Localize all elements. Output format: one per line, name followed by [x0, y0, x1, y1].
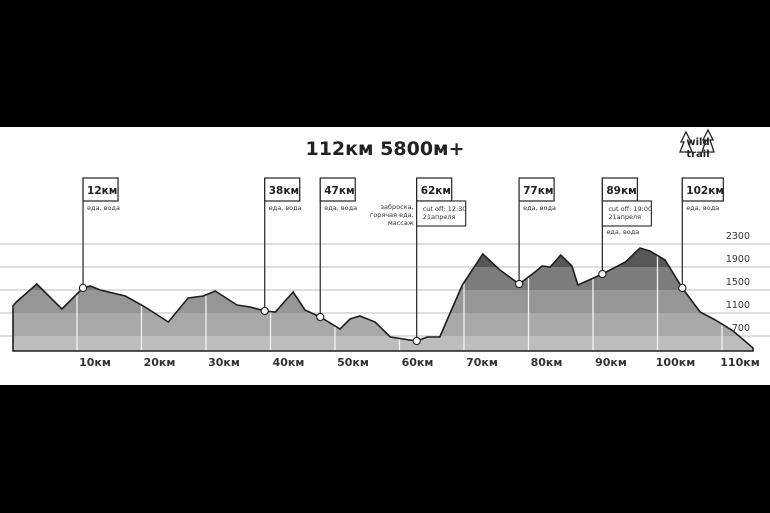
elevation-profile-line	[12, 247, 754, 352]
marker-km-label: 62км	[421, 185, 451, 197]
marker-label-box	[681, 177, 724, 202]
top-black-bar	[0, 0, 770, 127]
marker-note: еда, вода	[324, 204, 357, 212]
x-tick-label: 70км	[466, 356, 498, 369]
marker-km-label: 12км	[87, 185, 117, 197]
cutoff-text: cut off: 19:00	[608, 205, 652, 213]
x-tick-label: 60км	[402, 356, 434, 369]
marker-km-label: 38км	[269, 185, 299, 197]
svg-text:trail: trail	[686, 149, 709, 160]
marker-km-label: 102км	[686, 185, 724, 197]
svg-text:wild: wild	[686, 137, 709, 148]
x-tick-label: 90км	[595, 356, 627, 369]
marker-point	[678, 283, 687, 293]
marker-point	[514, 279, 524, 289]
marker-label-box	[82, 177, 119, 202]
marker-point	[260, 306, 269, 316]
marker-note-below: еда, вода	[606, 228, 639, 236]
marker-left-note: горячая еда,	[370, 211, 414, 219]
marker-km-label: 89км	[606, 185, 636, 197]
marker-note: еда, вода	[523, 204, 556, 212]
x-tick-label: 30км	[208, 356, 240, 369]
marker-note: еда, вода	[269, 204, 302, 212]
y-tick-label: 1500	[726, 277, 750, 288]
aid-station-marker: 62км заброска,горячая еда,массаж cut off: …	[370, 177, 467, 346]
cutoff-box	[416, 200, 467, 227]
y-tick-label: 1100	[726, 300, 750, 311]
cutoff-text: 21апреля	[608, 213, 641, 221]
marker-point	[412, 336, 421, 346]
marker-point	[78, 283, 88, 293]
y-tick-label: 2300	[726, 231, 750, 242]
cutoff-text: 21апреля	[423, 213, 456, 221]
marker-km-label: 77км	[523, 185, 553, 197]
bottom-black-bar	[0, 385, 770, 513]
x-tick-label: 80км	[531, 356, 563, 369]
elevation-band	[13, 336, 753, 351]
chart-title: 112км 5800м+	[305, 138, 464, 160]
y-tick-label: 700	[732, 323, 750, 334]
cutoff-text: cut off: 12:30	[423, 205, 467, 213]
marker-left-note: заброска,	[381, 203, 414, 211]
x-tick-label: 110км	[720, 356, 759, 369]
marker-label-box	[264, 177, 301, 202]
marker-km-label: 47км	[324, 185, 354, 197]
aid-station-marker: 12км еда, вода	[78, 177, 120, 293]
aid-station-marker: 38км еда, вода	[260, 177, 302, 316]
x-tick-label: 100км	[656, 356, 695, 369]
cutoff-box	[601, 200, 652, 227]
x-tick-label: 20км	[144, 356, 176, 369]
aid-station-marker: 77км еда, вода	[514, 177, 556, 289]
aid-station-marker: 102км еда, вода	[678, 177, 724, 293]
x-tick-label: 40км	[273, 356, 305, 369]
marker-label-box	[518, 177, 555, 202]
marker-note: еда, вода	[686, 204, 719, 212]
x-tick-label: 50км	[337, 356, 369, 369]
marker-label-box	[319, 177, 356, 202]
aid-station-marker: 47км еда, вода	[316, 177, 357, 322]
marker-point	[316, 312, 325, 322]
y-tick-label: 1900	[726, 254, 750, 265]
marker-note: еда, вода	[87, 204, 120, 212]
x-tick-label: 10км	[79, 356, 111, 369]
wild-trail-logo: wild trail	[679, 128, 715, 160]
marker-point	[598, 269, 607, 279]
marker-left-note: массаж	[388, 219, 414, 227]
